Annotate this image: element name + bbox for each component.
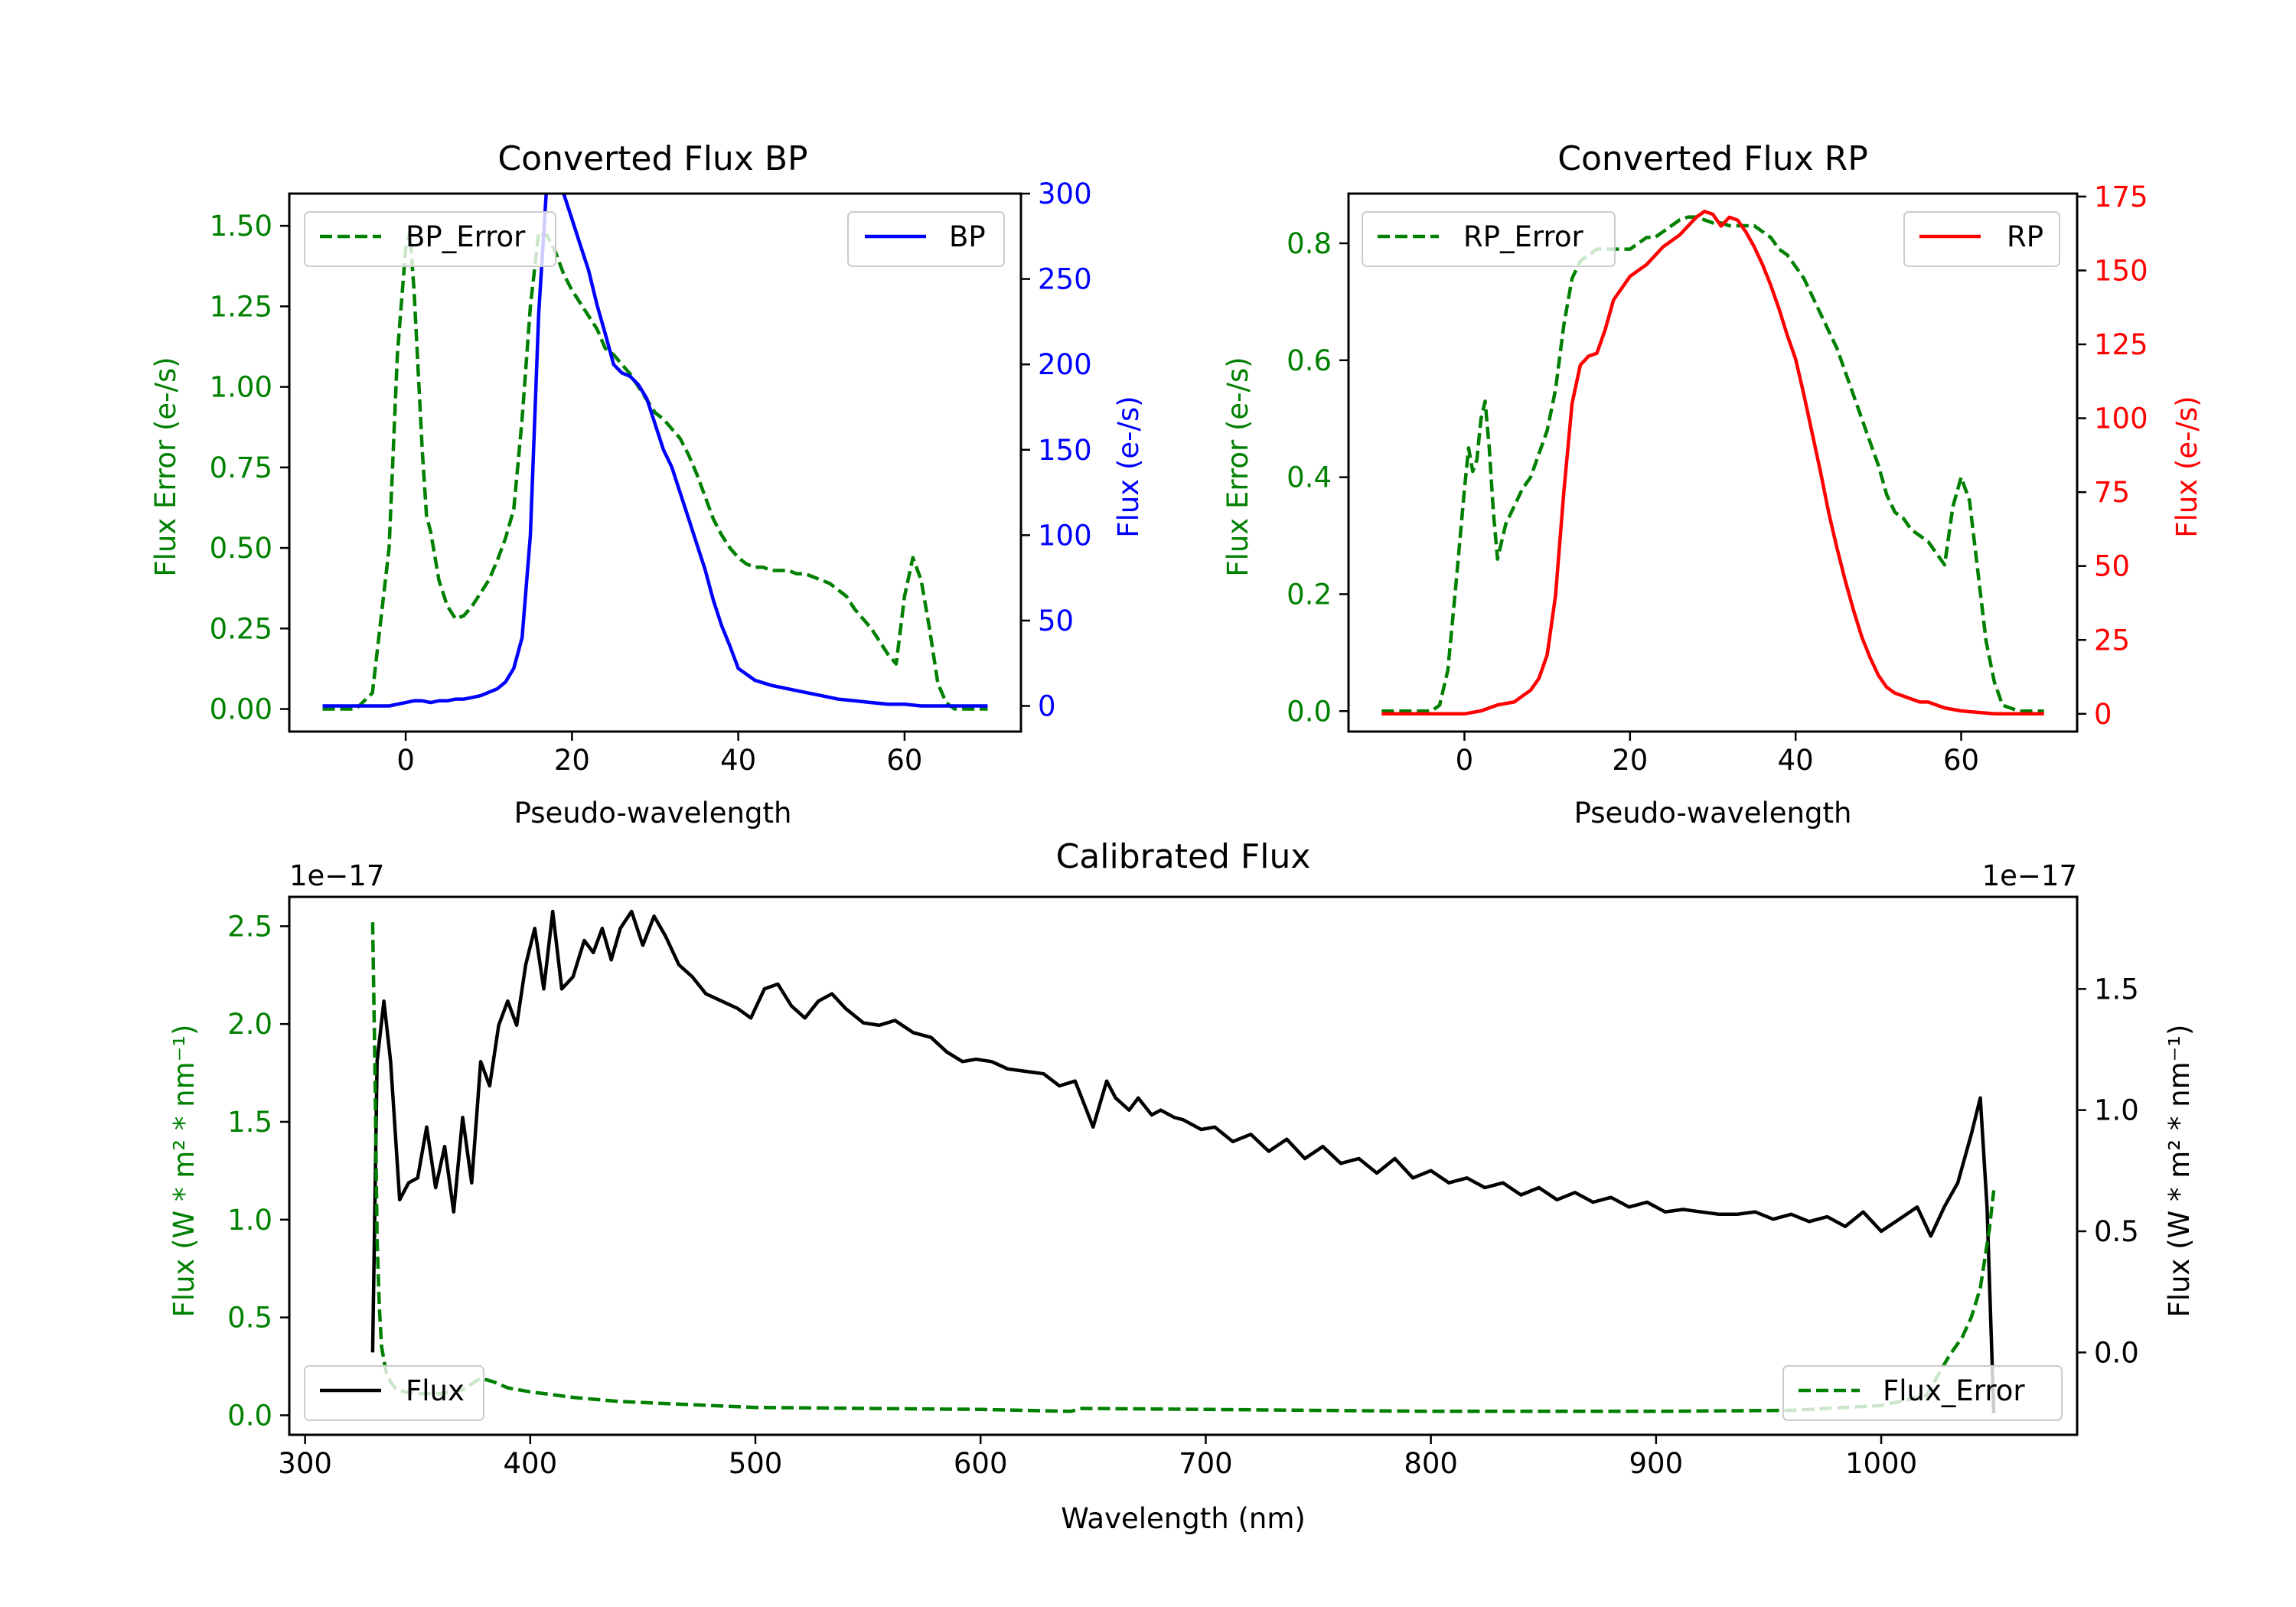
bp-ytick-left-label: 1.00 — [210, 371, 272, 404]
cal-ylabel-right: Flux (W * m² * nm⁻¹) — [2163, 1025, 2196, 1318]
bp-xtick-label: 60 — [886, 744, 922, 777]
cal-ytick-left-label: 1.5 — [227, 1106, 272, 1139]
cal-xtick-label: 500 — [729, 1447, 783, 1480]
rp-xtick-label: 20 — [1612, 744, 1648, 777]
cal-legend-error-label: Flux_Error — [1883, 1374, 2025, 1407]
cal-ylabel-left: Flux (W * m² * nm⁻¹) — [168, 1025, 201, 1318]
bp-legend-flux-label: BP — [949, 220, 986, 253]
cal-xtick-label: 300 — [278, 1447, 332, 1480]
bp-ytick-left-label: 0.50 — [210, 532, 272, 565]
bp-ytick-left-label: 0.75 — [210, 451, 272, 484]
rp-legend-left: RP_Error — [1362, 211, 1616, 267]
bp-ytick-right-label: 0 — [1038, 690, 1056, 723]
rp-ytick-right-label: 100 — [2094, 403, 2148, 435]
bp-legend-error-label: BP_Error — [406, 220, 526, 253]
cal-xtick-label: 1000 — [1845, 1447, 1917, 1480]
cal-ytick-right-label: 1.5 — [2094, 973, 2139, 1006]
bp-ytick-left-label: 0.00 — [210, 693, 272, 726]
cal-ytick-left-label: 2.0 — [227, 1008, 272, 1041]
cal-offset-left: 1e−17 — [289, 859, 384, 892]
cal-series-flux — [370, 909, 1996, 1413]
bp-ytick-right-label: 300 — [1038, 178, 1092, 210]
rp-plot-area — [1381, 209, 2044, 716]
rp-ylabel-left: Flux Error (e-/s) — [1221, 357, 1254, 576]
cal-xtick-label: 900 — [1629, 1447, 1684, 1480]
bp-ytick-left-label: 0.25 — [210, 612, 272, 645]
bp-ytick-left-label: 1.25 — [210, 290, 272, 323]
bp-series-bp-error — [322, 230, 988, 711]
cal-xtick-label: 800 — [1404, 1447, 1458, 1480]
cal-ytick-right-label: 1.0 — [2094, 1094, 2139, 1127]
rp-series-rp — [1381, 209, 2044, 716]
cal-xtick-label: 700 — [1179, 1447, 1233, 1480]
bp-plot-area — [322, 194, 988, 711]
cal-axes-frame — [288, 895, 2079, 1436]
cal-title: Calibrated Flux — [1056, 837, 1311, 876]
cal-ytick-left-label: 2.5 — [227, 910, 272, 943]
cal-xlabel: Wavelength (nm) — [1061, 1502, 1306, 1535]
bp-xlabel: Pseudo-wavelength — [514, 797, 792, 830]
rp-ytick-left-label: 0.2 — [1287, 578, 1332, 611]
rp-series-rp-error — [1381, 215, 2044, 713]
rp-axes-frame — [1347, 192, 2079, 733]
bp-series-bp — [322, 194, 988, 708]
bp-ytick-left-label: 1.50 — [210, 210, 272, 243]
cal-ytick-right-label: 0.0 — [2094, 1336, 2139, 1369]
rp-ytick-right-label: 150 — [2094, 254, 2148, 287]
bp-xtick-label: 40 — [720, 744, 756, 777]
rp-ytick-right-label: 125 — [2094, 328, 2148, 361]
rp-ytick-right-label: 175 — [2094, 181, 2148, 214]
rp-legend-error-label: RP_Error — [1463, 220, 1583, 253]
bp-axes-frame — [288, 192, 1022, 733]
bp-ytick-right-label: 50 — [1038, 605, 1074, 637]
bp-title: Converted Flux BP — [497, 139, 807, 178]
bp-ticks: 0 20 40 60 0.00 0.25 0.50 0.75 1.00 1.25 1.50 0 50 10… — [210, 178, 1092, 777]
rp-ytick-right-label: 0 — [2094, 698, 2112, 731]
cal-offset-right: 1e−17 — [1982, 859, 2077, 892]
bp-ylabel-right: Flux (e-/s) — [1112, 396, 1145, 537]
cal-ytick-left-label: 0.5 — [227, 1302, 272, 1335]
bp-xtick-label: 0 — [396, 744, 415, 777]
bp-ytick-right-label: 100 — [1038, 519, 1092, 552]
rp-ytick-right-label: 25 — [2094, 624, 2130, 657]
rp-xtick-label: 60 — [1943, 744, 1979, 777]
cal-ticks: 300 400 500 600 700 800 900 1000 0.0 0.5 1.0 1.5 2.0… — [227, 910, 2139, 1480]
rp-ytick-right-label: 75 — [2094, 476, 2130, 509]
rp-legend-flux-label: RP — [2007, 220, 2043, 253]
rp-ticks: 0 20 40 60 0.0 0.2 0.4 0.6 0.8 0 25 50 75 100 125 150 17… — [1287, 181, 2148, 777]
rp-ytick-left-label: 0.6 — [1287, 344, 1332, 377]
cal-legend-flux-label: Flux — [406, 1374, 465, 1407]
bp-panel: Converted Flux BP 0 20 40 60 0.00 0.25 0.50 0.7… — [149, 139, 1145, 830]
bp-legend-right: BP — [847, 211, 1005, 267]
rp-xlabel: Pseudo-wavelength — [1574, 797, 1852, 830]
cal-ytick-left-label: 0.0 — [227, 1399, 272, 1432]
cal-ytick-left-label: 1.0 — [227, 1204, 272, 1237]
rp-ytick-right-label: 50 — [2094, 550, 2130, 583]
cal-legend-left: Flux — [304, 1365, 484, 1421]
bp-ytick-right-label: 150 — [1038, 434, 1092, 467]
cal-legend-right: Flux_Error — [1782, 1365, 2063, 1421]
rp-panel: Converted Flux RP 0 20 40 60 0.0 0.2 0.4 0.6 0.8… — [1221, 139, 2203, 830]
rp-xtick-label: 0 — [1456, 744, 1474, 777]
bp-ylabel-left: Flux Error (e-/s) — [149, 357, 182, 576]
cal-xtick-label: 400 — [503, 1447, 557, 1480]
cal-xtick-label: 600 — [954, 1447, 1008, 1480]
rp-legend-right: RP — [1903, 211, 2060, 267]
rp-ylabel-right: Flux (e-/s) — [2170, 396, 2203, 537]
bp-ytick-right-label: 200 — [1038, 348, 1092, 381]
cal-panel: Calibrated Flux 1e−17 1e−17 300 400 500 600… — [168, 837, 2196, 1535]
rp-ytick-left-label: 0.0 — [1287, 695, 1332, 728]
bp-legend-left: BP_Error — [304, 211, 556, 267]
bp-ytick-right-label: 250 — [1038, 263, 1092, 296]
rp-title: Converted Flux RP — [1557, 139, 1868, 178]
rp-ytick-left-label: 0.8 — [1287, 227, 1332, 260]
rp-xtick-label: 40 — [1778, 744, 1814, 777]
bp-xtick-label: 20 — [554, 744, 590, 777]
rp-ytick-left-label: 0.4 — [1287, 461, 1332, 494]
cal-ytick-right-label: 0.5 — [2094, 1215, 2139, 1248]
